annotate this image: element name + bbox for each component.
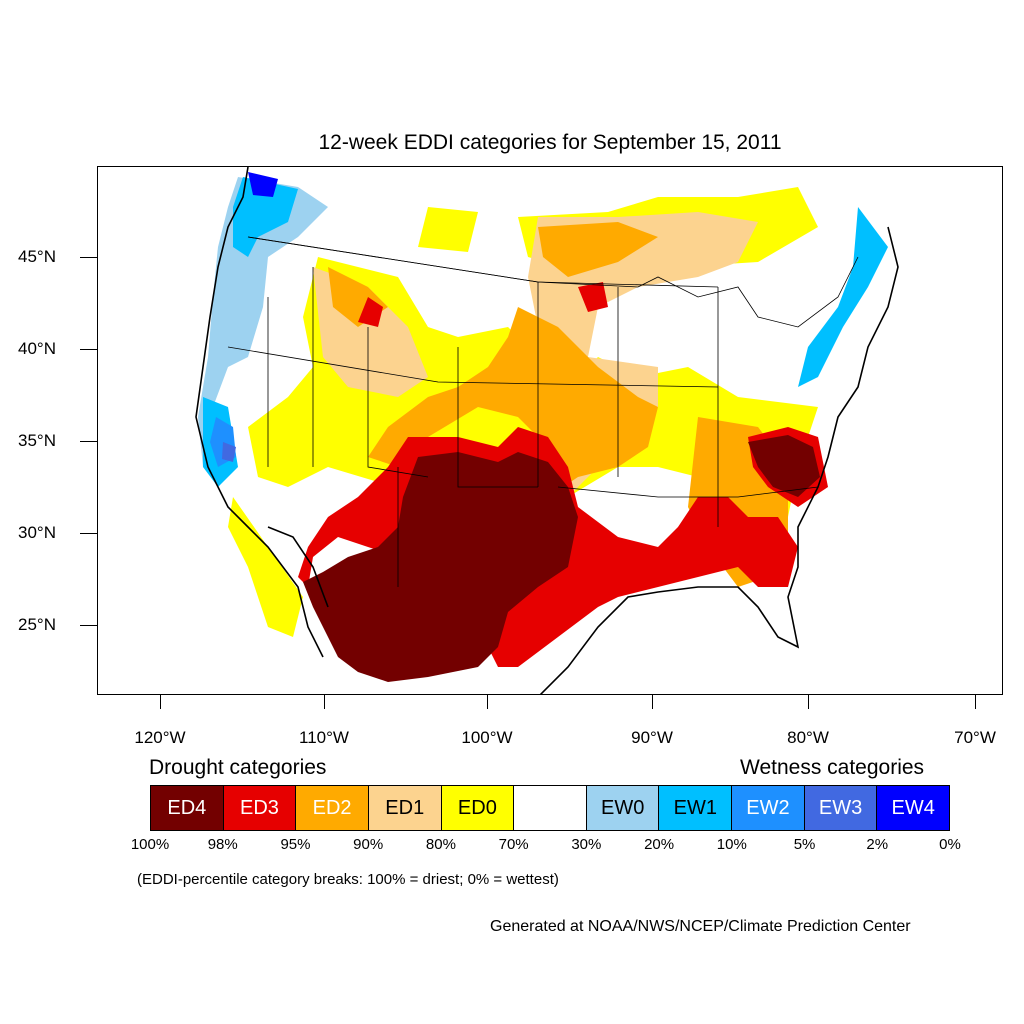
legend-colorbar: ED4 ED3 ED2 ED1 ED0 EW0 EW1 EW2 EW3 EW4: [150, 785, 950, 831]
legend-box-ew4: EW4: [877, 786, 950, 830]
break-label: 0%: [939, 836, 961, 853]
lat-label-25: 25°N: [18, 615, 56, 634]
region-ew4: [248, 172, 278, 197]
legend-box-ew1: EW1: [659, 786, 733, 830]
coastline: [195, 167, 899, 694]
break-label: 98%: [207, 836, 238, 853]
lat-tick: [80, 257, 97, 258]
region-ew0: [198, 177, 328, 467]
map-title: 12-week EDDI categories for September 15…: [318, 131, 782, 154]
lat-label-30: 30°N: [18, 523, 56, 542]
legend-box-ed2: ED2: [296, 786, 369, 830]
lon-tick: [487, 695, 488, 709]
credit-line: Generated at NOAA/NWS/NCEP/Climate Predi…: [490, 918, 911, 935]
break-label: 5%: [793, 836, 816, 853]
lon-label-70: 70°W: [954, 728, 996, 747]
lon-label-80: 80°W: [787, 728, 829, 747]
legend-box-ed0: ED0: [441, 786, 515, 830]
lat-tick: [80, 533, 97, 534]
map-panel: [97, 166, 1003, 695]
legend-box-ed4: ED4: [151, 786, 224, 830]
lat-tick: [80, 349, 97, 350]
break-label: 90%: [353, 836, 384, 853]
break-label: 10%: [716, 836, 747, 853]
wetness-heading: Wetness categories: [740, 756, 925, 779]
legend-box-ed3: ED3: [223, 786, 297, 830]
lat-label-35: 35°N: [18, 431, 56, 450]
region-ed3: [298, 282, 828, 667]
lon-tick: [324, 695, 325, 709]
break-label: 20%: [644, 836, 675, 853]
region-ed2: [328, 222, 788, 587]
lon-label-90: 90°W: [631, 728, 673, 747]
legend-box-neutral: [514, 786, 587, 830]
break-label: 95%: [280, 836, 311, 853]
legend-box-ew2: EW2: [732, 786, 805, 830]
lon-label-120: 120°W: [134, 728, 186, 747]
legend-box-ew0: EW0: [586, 786, 660, 830]
legend-box-ed1: ED1: [368, 786, 442, 830]
region-ed0-west: [228, 497, 303, 637]
break-label: 30%: [571, 836, 602, 853]
lat-label-45: 45°N: [18, 247, 56, 266]
region-ew1: [203, 177, 888, 487]
break-label: 70%: [498, 836, 529, 853]
lon-tick: [652, 695, 653, 709]
break-label: 2%: [866, 836, 889, 853]
region-ed4: [303, 435, 820, 682]
drought-heading: Drought categories: [149, 756, 327, 779]
break-label: 80%: [425, 836, 456, 853]
lon-tick: [975, 695, 976, 709]
footnote: (EDDI-percentile category breaks: 100% =…: [137, 871, 559, 888]
lon-label-110: 110°W: [299, 728, 349, 747]
lon-tick: [808, 695, 809, 709]
legend-box-ew3: EW3: [804, 786, 878, 830]
canada-border: [247, 236, 859, 328]
region-ew3: [222, 442, 236, 462]
lat-tick: [80, 441, 97, 442]
lat-label-40: 40°N: [18, 339, 56, 358]
lat-tick: [80, 625, 97, 626]
lon-label-100: 100°W: [461, 728, 513, 747]
eddi-map: [193, 167, 899, 694]
lon-tick: [160, 695, 161, 709]
break-label: 100%: [130, 836, 170, 853]
